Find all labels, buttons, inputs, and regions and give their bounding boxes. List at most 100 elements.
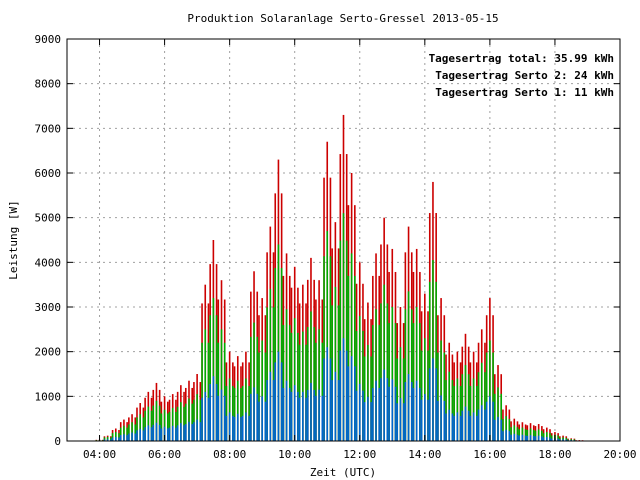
bar-serto-1 [334, 371, 337, 441]
bar-serto-2 [419, 323, 421, 441]
x-tick-label: 04:00 [83, 448, 116, 461]
bar-serto-1 [128, 433, 130, 441]
bar-serto-2 [245, 378, 247, 441]
bar-serto-1 [339, 350, 342, 441]
bar-serto-1 [152, 424, 155, 441]
bar-serto-1 [171, 425, 174, 441]
bar-serto-1 [126, 435, 128, 441]
bar-serto-1 [500, 419, 503, 441]
bar-serto-1 [176, 425, 179, 441]
bar-serto-2 [261, 340, 263, 441]
bar-serto-1 [362, 390, 364, 441]
bar-serto-1 [150, 427, 153, 441]
bar-serto-2 [326, 231, 329, 441]
bar-serto-2 [188, 398, 190, 441]
bar-serto-2 [280, 268, 283, 441]
bar-serto-1 [485, 401, 488, 441]
bar-serto-2 [236, 380, 239, 441]
bar-serto-1 [331, 380, 333, 441]
bar-serto-2 [427, 350, 429, 441]
bar-serto-1 [542, 437, 545, 441]
bar-serto-2 [469, 385, 472, 441]
bar-serto-2 [526, 429, 529, 441]
bar-serto-2 [144, 410, 146, 441]
bar-serto-1 [505, 429, 507, 441]
bar-serto-2 [424, 338, 426, 441]
bar-serto-1 [241, 415, 244, 441]
bar-serto-2 [484, 372, 486, 441]
bar-serto-2 [451, 380, 454, 441]
bar-serto-2 [111, 433, 114, 441]
bar-serto-1 [193, 422, 195, 441]
bar-serto-2 [399, 347, 402, 441]
bar-serto-2 [131, 422, 133, 441]
bar-serto-2 [269, 289, 272, 441]
bar-serto-2 [437, 352, 439, 441]
bar-serto-2 [342, 213, 345, 441]
bar-serto-2 [168, 411, 171, 441]
bar-serto-2 [339, 240, 342, 441]
bar-serto-1 [396, 403, 399, 441]
bar-serto-1 [160, 428, 163, 441]
bar-serto-1 [293, 385, 296, 441]
bar-serto-1 [264, 401, 267, 441]
bar-serto-2 [412, 323, 415, 441]
bar-serto-2 [464, 365, 467, 441]
bar-serto-1 [367, 396, 369, 441]
bar-serto-2 [472, 378, 475, 441]
y-tick-label: 9000 [35, 33, 62, 46]
bar-serto-1 [103, 439, 106, 441]
bar-serto-1 [329, 358, 332, 441]
x-tick-label: 06:00 [148, 448, 181, 461]
bar-serto-2 [240, 387, 242, 441]
bar-serto-2 [290, 332, 293, 441]
bar-serto-2 [228, 378, 231, 441]
bar-serto-1 [453, 415, 455, 441]
bar-serto-1 [534, 436, 537, 441]
bar-serto-1 [394, 386, 397, 441]
bar-serto-1 [383, 369, 385, 441]
bar-serto-1 [380, 378, 382, 441]
bar-serto-2 [415, 307, 418, 441]
bar-serto-2 [241, 385, 244, 441]
y-tick-label: 6000 [35, 167, 62, 180]
bar-serto-2 [529, 428, 532, 441]
bar-serto-2 [420, 350, 423, 441]
bar-serto-2 [106, 436, 109, 441]
bar-serto-1 [557, 438, 559, 441]
bar-serto-2 [293, 318, 296, 441]
bar-serto-2 [176, 406, 179, 441]
bar-serto-2 [513, 425, 516, 441]
bar-serto-2 [492, 352, 494, 441]
bar-serto-2 [160, 413, 163, 441]
bar-serto-2 [134, 424, 137, 441]
bar-serto-2 [370, 356, 372, 441]
bar-serto-1 [502, 431, 504, 441]
bar-serto-2 [305, 344, 307, 441]
bar-serto-2 [147, 406, 150, 441]
bar-serto-1 [432, 358, 434, 441]
bar-serto-2 [386, 303, 389, 441]
bar-serto-1 [253, 387, 255, 441]
bar-serto-2 [570, 439, 573, 441]
bar-serto-1 [180, 423, 182, 441]
bar-serto-1 [524, 435, 527, 441]
bars-group [95, 114, 584, 442]
bar-serto-2 [118, 433, 120, 441]
bar-serto-1 [546, 436, 548, 441]
bar-serto-2 [443, 352, 446, 441]
bar-serto-1 [345, 350, 348, 441]
bar-serto-1 [326, 347, 329, 441]
bar-serto-2 [508, 418, 511, 441]
bar-serto-2 [158, 405, 161, 441]
bar-serto-2 [532, 429, 535, 441]
bar-serto-2 [380, 303, 382, 441]
bar-serto-2 [191, 403, 193, 441]
bar-serto-2 [542, 433, 545, 441]
bar-serto-2 [388, 323, 390, 441]
bar-serto-1 [233, 417, 236, 441]
bar-serto-1 [521, 434, 524, 441]
bar-serto-2 [337, 305, 340, 441]
bar-serto-2 [347, 275, 350, 441]
bar-serto-1 [472, 412, 475, 441]
